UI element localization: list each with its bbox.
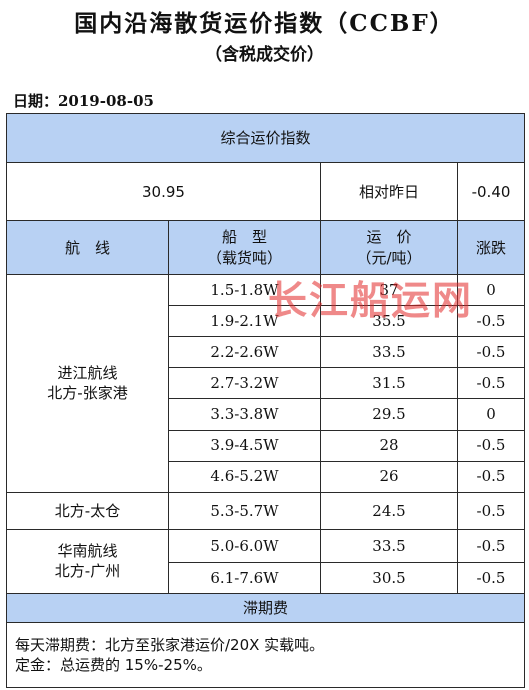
change-cell: -0.5 bbox=[456, 336, 526, 369]
freight-cell: 29.5 bbox=[320, 398, 458, 431]
table-row: 2.7-3.2W 31.5 -0.5 bbox=[7, 367, 526, 400]
page-title: 国内沿海散货运价指数（CCBF） bbox=[74, 10, 455, 37]
ship-type-cell: 6.1-7.6W bbox=[168, 561, 321, 594]
freight-cell: 37 bbox=[320, 274, 458, 307]
demurrage-notes: 每天滞期费：北方至张家港运价/20X 实载吨。 定金：总运费的 15%-25%。 bbox=[5, 621, 526, 689]
table-row: 2.2-2.6W 33.5 -0.5 bbox=[7, 336, 526, 369]
freight-cell: 26 bbox=[320, 460, 458, 493]
composite-index-value: 30.95 bbox=[6, 162, 321, 222]
table-row: 4.6-5.2W 26 -0.5 bbox=[7, 460, 526, 493]
freight-cell: 30.5 bbox=[320, 561, 458, 594]
ship-type-cell: 3.9-4.5W bbox=[168, 429, 321, 462]
route-cell: 进江航线 北方-张家港 bbox=[6, 274, 169, 493]
report-date: 日期：2019-08-05 bbox=[13, 92, 154, 110]
ship-type-cell: 2.2-2.6W bbox=[168, 336, 321, 369]
table-row: 进江航线 北方-张家港 1.5-1.8W 37 0 bbox=[6, 274, 526, 493]
page-subtitle: （含税成交价） bbox=[205, 45, 324, 65]
composite-index-header: 综合运价指数 bbox=[5, 112, 526, 164]
freight-cell: 35.5 bbox=[320, 305, 458, 338]
ship-type-cell: 5.3-5.7W bbox=[168, 491, 321, 530]
freight-column-header: 运 价 （元/吨） bbox=[320, 220, 458, 276]
change-column-header: 涨跌 bbox=[456, 220, 526, 276]
composite-index-change: -0.40 bbox=[456, 162, 526, 222]
table-row: 1.9-2.1W 35.5 -0.5 bbox=[7, 305, 526, 338]
demurrage-fee-note: 每天滞期费：北方至张家港运价/20X 实载吨。 bbox=[15, 635, 325, 654]
change-cell: -0.5 bbox=[456, 460, 526, 493]
change-cell: -0.5 bbox=[456, 305, 526, 338]
ship-type-cell: 2.7-3.2W bbox=[168, 367, 321, 400]
freight-unit: （元/吨） bbox=[356, 248, 422, 267]
route-detail: 北方-张家港 bbox=[47, 384, 128, 403]
freight-label: 运 价 bbox=[366, 228, 412, 247]
route-cell: 北方-太仓 bbox=[6, 491, 169, 530]
change-cell: -0.5 bbox=[456, 429, 526, 462]
table-row: 北方-太仓 5.3-5.7W 24.5 -0.5 bbox=[6, 491, 526, 530]
compare-label: 相对昨日 bbox=[320, 162, 458, 222]
deposit-note: 定金：总运费的 15%-25%。 bbox=[15, 655, 212, 674]
demurrage-header: 滞期费 bbox=[5, 592, 526, 623]
freight-cell: 33.5 bbox=[320, 528, 458, 563]
ship-type-unit: （载货吨） bbox=[206, 248, 282, 267]
freight-cell: 24.5 bbox=[320, 491, 458, 530]
route-name: 进江航线 bbox=[57, 364, 118, 383]
freight-cell: 31.5 bbox=[320, 367, 458, 400]
ship-type-cell: 1.5-1.8W bbox=[168, 274, 321, 307]
route-cell: 华南航线 北方-广州 bbox=[6, 528, 169, 594]
ship-type-label: 船 型 bbox=[221, 228, 267, 247]
ship-type-column-header: 船 型 （载货吨） bbox=[168, 220, 321, 276]
route-column-header: 航 线 bbox=[6, 220, 169, 276]
column-header-row: 航 线 船 型 （载货吨） 运 价 （元/吨） 涨跌 bbox=[6, 220, 526, 276]
ship-type-cell: 5.0-6.0W bbox=[168, 528, 321, 563]
table-row: 3.3-3.8W 29.5 0 bbox=[7, 398, 526, 431]
change-cell: -0.5 bbox=[456, 561, 526, 594]
table-row: 华南航线 北方-广州 5.0-6.0W 33.5 -0.5 bbox=[6, 528, 526, 594]
change-cell: -0.5 bbox=[456, 528, 526, 563]
route-name: 华南航线 bbox=[57, 541, 118, 560]
ship-type-cell: 1.9-2.1W bbox=[168, 305, 321, 338]
change-cell: -0.5 bbox=[456, 491, 526, 530]
change-cell: 0 bbox=[456, 398, 526, 431]
ship-type-cell: 4.6-5.2W bbox=[168, 460, 321, 493]
change-cell: 0 bbox=[456, 274, 526, 307]
freight-cell: 33.5 bbox=[320, 336, 458, 369]
freight-cell: 28 bbox=[320, 429, 458, 462]
freight-index-table: 综合运价指数 30.95 相对昨日 -0.40 航 线 船 型 （载货吨） 运 … bbox=[5, 112, 526, 689]
change-cell: -0.5 bbox=[456, 367, 526, 400]
route-detail: 北方-广州 bbox=[54, 562, 121, 581]
ship-type-cell: 3.3-3.8W bbox=[168, 398, 321, 431]
